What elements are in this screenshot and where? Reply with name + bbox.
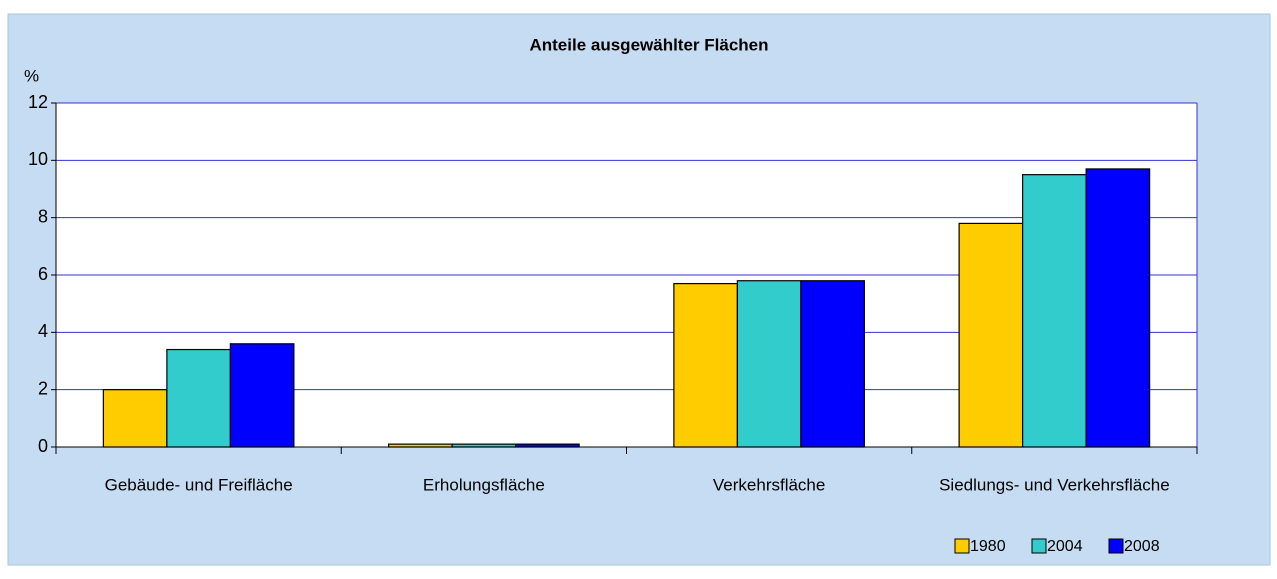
y-tick-label: 8 — [38, 206, 48, 226]
legend-swatch — [1108, 538, 1124, 554]
bar — [1022, 174, 1087, 448]
y-axis-label: % — [24, 66, 39, 85]
y-tick-label: 0 — [38, 436, 48, 456]
bar — [736, 280, 802, 448]
bar — [800, 280, 865, 448]
legend-swatch — [954, 538, 970, 554]
legend-label: 1980 — [970, 538, 1006, 555]
chart-title: Anteile ausgewählter Flächen — [529, 35, 768, 54]
x-tick-label: Verkehrsfläche — [713, 475, 825, 494]
legend-label: 2004 — [1047, 538, 1083, 555]
bar — [102, 389, 168, 448]
x-tick-label: Gebäude- und Freifläche — [105, 475, 293, 494]
x-tick-label: Siedlungs- und Verkehrsfläche — [939, 475, 1170, 494]
legend-label: 2008 — [1124, 538, 1160, 555]
bar — [229, 343, 295, 448]
y-tick-label: 12 — [28, 92, 48, 112]
bar — [958, 222, 1024, 448]
y-tick-label: 2 — [38, 378, 48, 398]
y-tick-label: 4 — [38, 321, 48, 341]
bar — [673, 283, 738, 448]
bar — [166, 348, 231, 448]
y-tick-label: 6 — [38, 264, 48, 284]
y-tick-label: 10 — [28, 149, 48, 169]
x-tick-label: Erholungsfläche — [423, 475, 545, 494]
legend-swatch — [1031, 538, 1047, 554]
bar — [1085, 168, 1151, 448]
